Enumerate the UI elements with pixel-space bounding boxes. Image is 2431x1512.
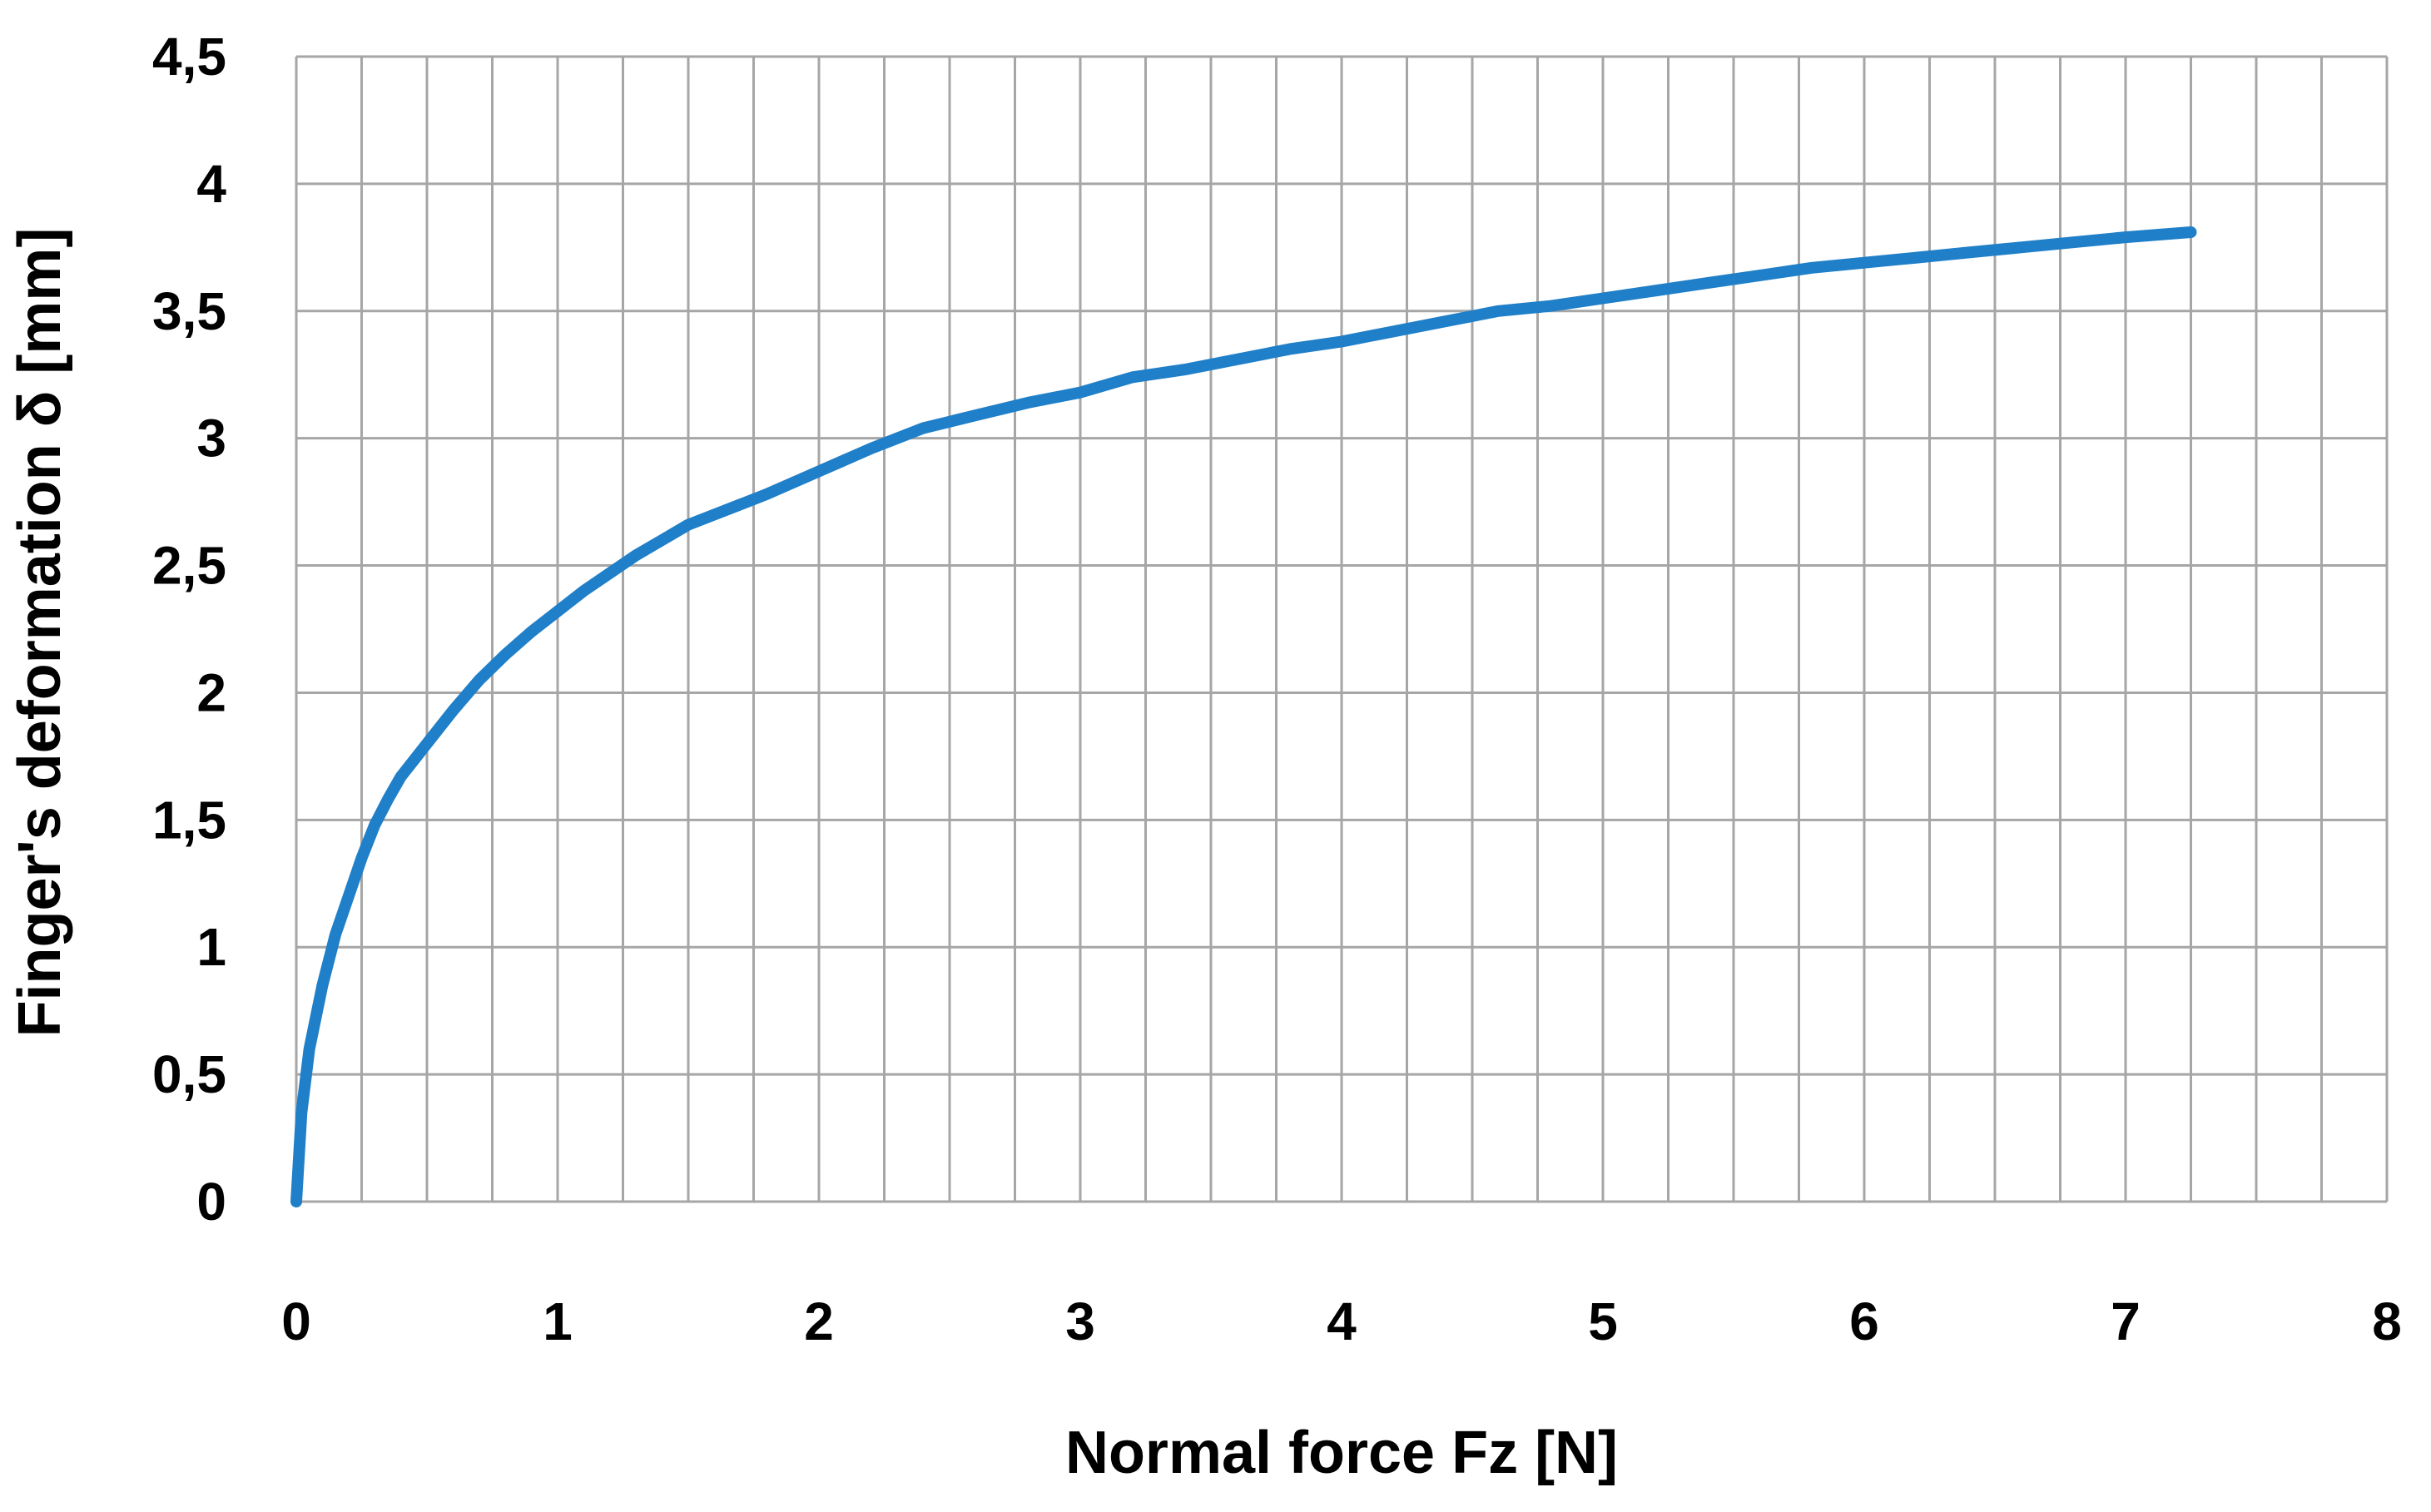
x-tick-label: 3	[1065, 1291, 1095, 1351]
x-tick-label: 6	[1849, 1291, 1879, 1351]
x-tick-label: 5	[1588, 1291, 1618, 1351]
y-tick-label: 0,5	[152, 1044, 226, 1104]
grid	[295, 55, 2389, 1203]
y-tick-label: 4	[196, 154, 226, 214]
series-line	[290, 226, 2197, 1207]
y-tick-label: 1	[196, 917, 226, 977]
x-tick-label: 0	[281, 1291, 311, 1351]
x-tick-label: 2	[804, 1291, 834, 1351]
y-tick-label: 0	[196, 1172, 226, 1232]
y-axis-ticks: 0 0,5 1 1,5 2 2,5 3 3,5 4 4,5	[152, 27, 226, 1232]
x-axis-title: Normal force Fz [N]	[1065, 1420, 1618, 1486]
y-tick-label: 4,5	[152, 27, 226, 87]
x-tick-label: 8	[2372, 1291, 2402, 1351]
y-axis-title: Finger's deformation δ [mm]	[7, 228, 73, 1038]
x-axis-ticks: 0 1 2 3 4 5 6 7 8	[281, 1291, 2402, 1351]
y-tick-label: 3,5	[152, 281, 226, 341]
x-tick-label: 1	[543, 1291, 573, 1351]
x-tick-label: 4	[1327, 1291, 1357, 1351]
series-layer	[290, 226, 2197, 1207]
y-tick-label: 1,5	[152, 790, 226, 850]
x-tick-label: 7	[2111, 1291, 2141, 1351]
y-tick-label: 2,5	[152, 536, 226, 596]
y-tick-label: 2	[196, 662, 226, 722]
y-tick-label: 3	[196, 409, 226, 468]
